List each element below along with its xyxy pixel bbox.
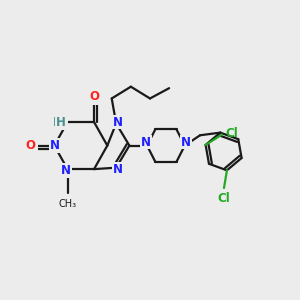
Text: N: N [112, 163, 123, 176]
Text: H: H [53, 116, 63, 128]
Text: O: O [89, 92, 99, 104]
Text: O: O [26, 139, 36, 152]
Text: H: H [57, 114, 67, 127]
Text: N: N [50, 139, 60, 152]
Text: O: O [89, 91, 99, 103]
Text: O: O [27, 139, 37, 152]
Text: N: N [181, 136, 191, 148]
Text: H: H [56, 116, 66, 128]
Text: Cl: Cl [218, 191, 230, 205]
Text: CH₃: CH₃ [58, 199, 76, 208]
Text: N: N [141, 136, 151, 148]
Text: N: N [61, 164, 71, 177]
Text: Cl: Cl [225, 127, 238, 140]
Text: N: N [112, 116, 123, 128]
